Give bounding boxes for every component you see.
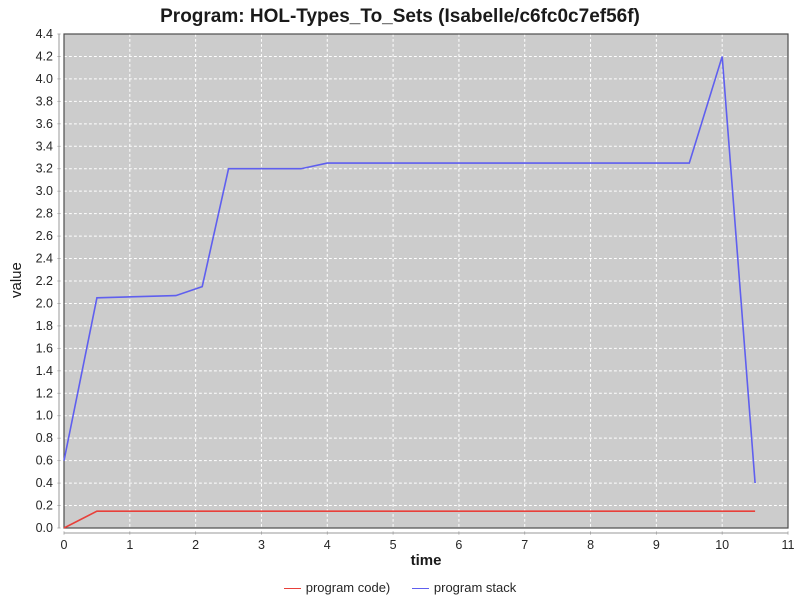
svg-text:0.0: 0.0 [36,521,53,535]
svg-text:4.4: 4.4 [36,27,53,41]
svg-text:3: 3 [258,538,265,552]
svg-text:7: 7 [521,538,528,552]
svg-text:0.2: 0.2 [36,499,53,513]
svg-text:5: 5 [390,538,397,552]
svg-text:1.8: 1.8 [36,319,53,333]
svg-text:6: 6 [455,538,462,552]
svg-text:4: 4 [324,538,331,552]
svg-text:3.6: 3.6 [36,117,53,131]
svg-text:0.4: 0.4 [36,476,53,490]
svg-text:4.0: 4.0 [36,72,53,86]
svg-text:2.6: 2.6 [36,229,53,243]
svg-text:3.4: 3.4 [36,139,53,153]
svg-text:11: 11 [782,538,795,552]
svg-text:1.6: 1.6 [36,341,53,355]
svg-text:2.2: 2.2 [36,274,53,288]
svg-text:2.4: 2.4 [36,252,53,266]
svg-text:0: 0 [61,538,68,552]
svg-text:8: 8 [587,538,594,552]
svg-text:1.2: 1.2 [36,386,53,400]
svg-text:3.0: 3.0 [36,184,53,198]
svg-text:10: 10 [715,538,729,552]
svg-text:3.8: 3.8 [36,94,53,108]
svg-text:2.0: 2.0 [36,296,53,310]
svg-text:3.2: 3.2 [36,162,53,176]
svg-text:1: 1 [126,538,133,552]
svg-text:4.2: 4.2 [36,49,53,63]
svg-text:0.8: 0.8 [36,431,53,445]
svg-text:1.4: 1.4 [36,364,53,378]
svg-text:9: 9 [653,538,660,552]
svg-text:0.6: 0.6 [36,454,53,468]
svg-text:1.0: 1.0 [36,409,53,423]
svg-text:2.8: 2.8 [36,207,53,221]
svg-text:2: 2 [192,538,199,552]
